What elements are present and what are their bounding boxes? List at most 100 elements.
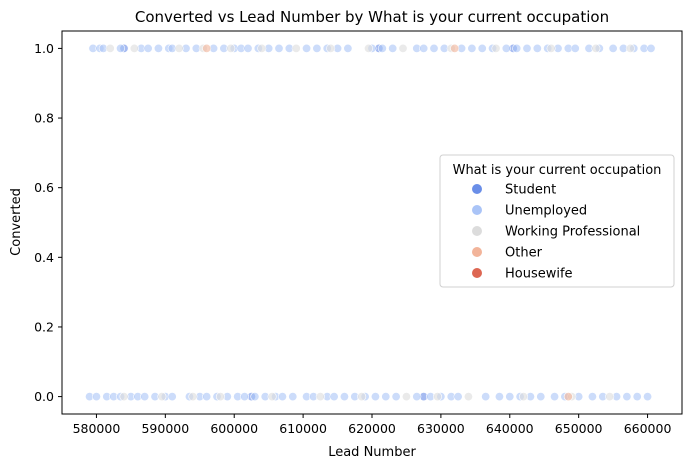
point-1-77 <box>329 392 339 402</box>
point-1-103 <box>643 392 653 402</box>
point-1-43 <box>570 43 580 53</box>
legend-label-2: Working Professional <box>505 225 640 240</box>
point-1-72 <box>277 392 287 402</box>
y-tick-label-2: 0.4 <box>34 250 54 265</box>
point-2-14 <box>625 43 635 53</box>
point-1-83 <box>391 392 401 402</box>
legend-items: Student Unemployed Working Professional Oth… <box>472 183 640 282</box>
x-axis-ticks: 580000 590000 600000 610000 620000 630000 6400… <box>73 414 672 436</box>
point-1-81 <box>370 392 380 402</box>
point-1-68 <box>240 392 250 402</box>
legend-label-1: Unemployed <box>505 204 587 219</box>
point-2-0 <box>105 43 115 53</box>
point-2-23 <box>432 392 442 402</box>
point-3-0 <box>202 43 212 53</box>
point-1-102 <box>632 392 642 402</box>
point-2-24 <box>463 392 473 402</box>
point-1-98 <box>587 392 597 402</box>
point-2-20 <box>315 392 325 402</box>
point-2-25 <box>519 392 529 402</box>
point-1-6 <box>153 43 163 53</box>
point-1-90 <box>494 392 504 402</box>
point-1-95 <box>550 392 560 402</box>
x-tick-label-7: 650000 <box>555 421 603 436</box>
point-1-5 <box>143 43 153 53</box>
point-1-15 <box>243 43 253 53</box>
legend: What is your current occupation Student U… <box>439 154 675 288</box>
point-1-36 <box>501 43 511 53</box>
point-1-27 <box>388 43 398 53</box>
y-tick-label-4: 0.8 <box>34 111 54 126</box>
point-3-2 <box>563 392 573 402</box>
legend-label-4: Housewife <box>505 267 573 282</box>
point-1-20 <box>302 43 312 53</box>
x-tick-label-0: 580000 <box>73 421 121 436</box>
x-tick-label-3: 610000 <box>279 421 327 436</box>
point-2-4 <box>226 43 236 53</box>
point-1-3 <box>116 43 126 53</box>
y-tick-label-1: 0.2 <box>34 319 54 334</box>
point-1-34 <box>477 43 487 53</box>
legend-marker-4 <box>472 268 482 278</box>
point-3-1 <box>450 43 460 53</box>
point-1-33 <box>467 43 477 53</box>
point-1-101 <box>622 392 632 402</box>
point-1-39 <box>532 43 542 53</box>
point-1-26 <box>377 43 387 53</box>
point-2-15 <box>119 392 129 402</box>
data-points <box>85 43 656 402</box>
point-2-19 <box>267 392 277 402</box>
point-1-46 <box>608 43 618 53</box>
y-tick-label-0: 0.0 <box>34 389 54 404</box>
point-1-73 <box>288 392 298 402</box>
x-tick-label-8: 660000 <box>624 421 672 436</box>
x-tick-label-2: 600000 <box>210 421 258 436</box>
point-2-13 <box>591 43 601 53</box>
point-1-91 <box>505 392 515 402</box>
point-2-9 <box>398 43 408 53</box>
legend-label-3: Other <box>505 246 543 261</box>
y-tick-label-5: 1.0 <box>34 41 54 56</box>
point-1-58 <box>140 392 150 402</box>
point-1-50 <box>646 43 656 53</box>
point-1-21 <box>312 43 322 53</box>
x-tick-label-4: 620000 <box>348 421 396 436</box>
point-1-88 <box>453 392 463 402</box>
legend-box <box>439 154 675 288</box>
point-1-64 <box>202 392 212 402</box>
point-1-89 <box>481 392 491 402</box>
point-1-29 <box>419 43 429 53</box>
point-2-6 <box>291 43 301 53</box>
point-2-16 <box>157 392 167 402</box>
point-2-5 <box>257 43 267 53</box>
legend-marker-3 <box>472 247 482 257</box>
point-1-24 <box>343 43 353 53</box>
point-2-1 <box>129 43 139 53</box>
legend-label-0: Student <box>505 183 556 198</box>
point-2-8 <box>364 43 374 53</box>
chart-title: Converted vs Lead Number by What is your… <box>135 8 609 26</box>
point-2-2 <box>174 43 184 53</box>
legend-marker-0 <box>472 184 482 194</box>
point-2-27 <box>605 392 615 402</box>
point-1-52 <box>91 392 101 402</box>
point-2-17 <box>188 392 198 402</box>
x-axis-label: Lead Number <box>328 445 416 460</box>
legend-marker-2 <box>472 226 482 236</box>
point-1-18 <box>274 43 284 53</box>
point-1-69 <box>250 392 260 402</box>
y-tick-label-3: 0.6 <box>34 180 54 195</box>
point-2-21 <box>357 392 367 402</box>
point-2-22 <box>401 392 411 402</box>
x-tick-label-5: 630000 <box>417 421 465 436</box>
legend-marker-1 <box>472 205 482 215</box>
legend-title: What is your current occupation <box>453 163 662 178</box>
point-1-82 <box>381 392 391 402</box>
point-1-30 <box>429 43 439 53</box>
point-2-7 <box>326 43 336 53</box>
point-1-37 <box>512 43 522 53</box>
x-tick-label-6: 640000 <box>486 421 534 436</box>
y-axis-label: Converted <box>9 188 24 256</box>
point-1-78 <box>339 392 349 402</box>
